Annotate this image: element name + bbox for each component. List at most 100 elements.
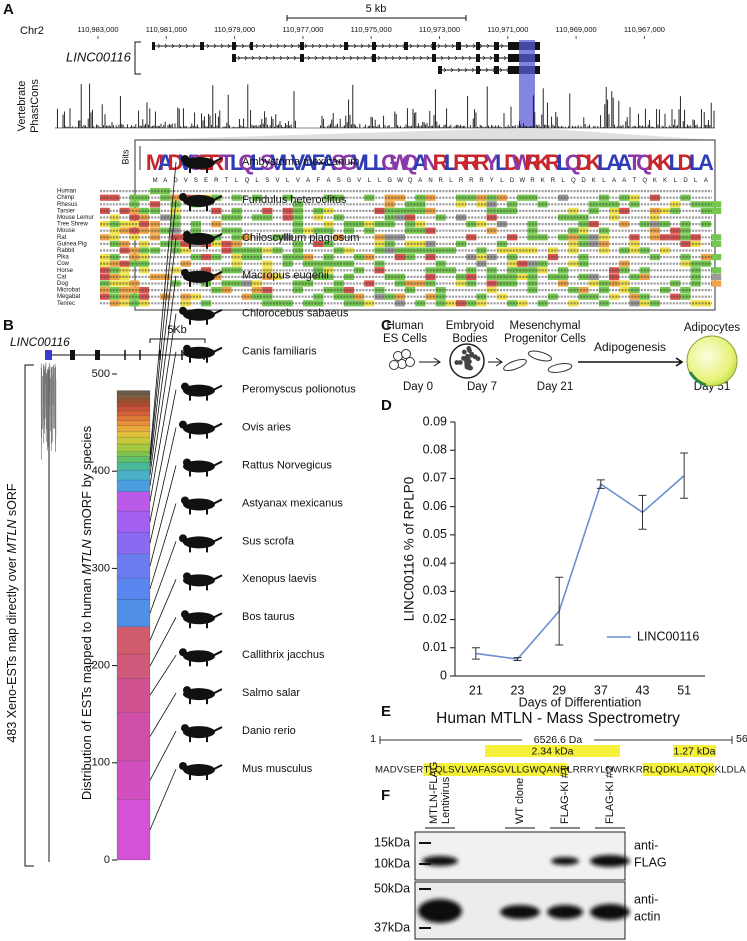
codon-cell — [394, 207, 405, 214]
leader-line — [149, 617, 177, 667]
codon-cell — [129, 207, 140, 214]
bar-segment — [116, 390, 151, 395]
codon-cell — [568, 287, 579, 294]
codon-cell — [558, 214, 569, 221]
codon-cell — [231, 214, 242, 221]
translation-letter: A — [326, 178, 330, 184]
day-label: Day 7 — [467, 381, 497, 393]
codon-cell — [619, 194, 630, 201]
codon-cell — [568, 214, 579, 221]
band — [500, 905, 540, 919]
logo-letter: D — [576, 150, 592, 175]
sequence-segment: RLQDKLAATQK — [643, 765, 715, 776]
translation-letter: S — [194, 178, 198, 184]
legend-label: LINC00116 — [637, 629, 699, 643]
smorf-exon — [45, 350, 52, 360]
codon-cell — [711, 280, 722, 287]
exon — [404, 42, 408, 50]
error-bar — [638, 494, 647, 530]
logo-letter: A — [412, 150, 428, 175]
species-name: Tree Shrew — [57, 222, 88, 228]
translation-letter: R — [469, 178, 474, 184]
y-tick-label: 0.03 — [423, 584, 447, 598]
translation-letter: L — [368, 178, 372, 184]
codon-cell — [680, 254, 691, 261]
codon-cell — [609, 214, 620, 221]
codon-cell — [139, 287, 149, 294]
bar-segment — [116, 410, 151, 417]
sequence-segment: LRRRYLDWRKR — [567, 765, 643, 776]
codon-cell — [619, 247, 630, 254]
phastcons-track — [55, 83, 715, 128]
translation-letter: M — [153, 178, 158, 184]
start-label: 1 — [370, 733, 376, 745]
codon-cell — [670, 227, 681, 234]
peptide-highlight — [642, 763, 715, 776]
x-axis-title: Days of Differentiation — [519, 695, 642, 709]
species-name: Human — [57, 189, 76, 195]
arrow — [578, 357, 684, 367]
scale-label: 5 kb — [366, 3, 387, 15]
codon-cell — [292, 201, 303, 208]
species-icon — [183, 458, 191, 467]
logo-letter: A — [606, 150, 622, 175]
lane-label: FLAG-KI #1 — [559, 766, 571, 824]
codon-cell — [680, 221, 691, 228]
translation-letter: K — [653, 178, 657, 184]
translation-letter: A — [612, 178, 616, 184]
species-icon — [183, 232, 215, 245]
logo-letter: V — [270, 150, 285, 175]
species-name: Megabat — [57, 294, 81, 300]
codon-cell — [119, 227, 130, 234]
logo-letter: D — [504, 150, 520, 175]
logo-letter: V — [291, 150, 306, 175]
blot — [414, 831, 626, 881]
band — [547, 905, 583, 919]
lane-label: Lentivirus — [440, 776, 452, 824]
species-icon — [179, 420, 187, 429]
codon-cell — [343, 227, 354, 234]
codon-cell — [394, 254, 405, 261]
codon-cell — [119, 267, 130, 274]
scale-label: 5Kb — [167, 324, 187, 336]
y-tick-label: 0.04 — [423, 555, 447, 569]
peptide-highlight — [423, 763, 568, 776]
codon-cell — [405, 214, 416, 221]
species-name: Mouse — [57, 228, 76, 234]
codon-cell — [292, 207, 303, 214]
bar-segment — [116, 415, 151, 421]
codon-cell — [711, 207, 722, 214]
leader-line — [149, 237, 177, 467]
codon-cell — [119, 221, 130, 228]
translation-letter: W — [519, 178, 525, 184]
codon-cell — [129, 227, 140, 234]
logo-letter: Y — [484, 150, 499, 175]
translation-letter: L — [500, 178, 504, 184]
codon-cell — [282, 254, 293, 261]
y-tick-label: 500 — [92, 368, 110, 380]
bar-segment — [116, 577, 151, 600]
species-label: Chlorocebus sabaeus — [242, 308, 349, 320]
error-bar — [471, 647, 480, 660]
leader-line — [149, 730, 177, 781]
peptide-box — [673, 745, 716, 757]
species-icon — [183, 157, 215, 169]
embryoid-cell — [464, 362, 470, 368]
translation-letter: V — [275, 178, 279, 184]
codon-cell — [445, 247, 456, 254]
codon-cell — [354, 300, 365, 307]
species-icon — [189, 232, 223, 249]
adipocyte — [686, 335, 738, 387]
codon-cell — [507, 260, 518, 267]
chromosome: Chr2 — [20, 25, 44, 37]
logo-letter: L — [373, 150, 386, 175]
species-icon — [181, 268, 189, 277]
logo-letter: V — [352, 150, 367, 175]
title: Human MTLN - Mass Spectrometry — [436, 710, 680, 727]
logo-letter: N — [423, 150, 439, 175]
codon-cell — [405, 227, 416, 234]
stage-label: Mesenchymal — [510, 320, 581, 332]
logo-letter: K — [535, 150, 551, 175]
codon-cell — [282, 234, 293, 241]
logo-letter: S — [331, 150, 346, 175]
